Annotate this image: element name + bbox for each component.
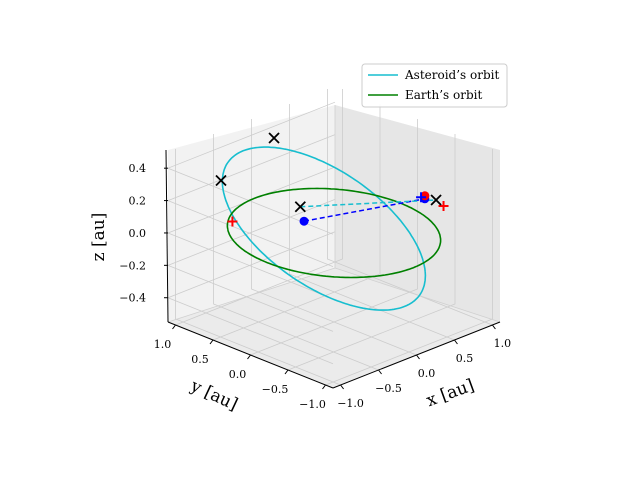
x-marker-3 — [430, 194, 442, 206]
y-tick-label-0: 1.0 — [154, 338, 172, 351]
legend-box — [361, 63, 508, 108]
x-tick-mark-0 — [340, 384, 344, 390]
z-tick-label-0: 0.4 — [129, 162, 147, 175]
grid-line-y-1 — [287, 134, 456, 371]
y-tick-mark-3 — [284, 369, 289, 375]
z-tick-label-4: −0.4 — [119, 292, 146, 305]
legend: Asteroid’s orbit Earth’s orbit — [361, 63, 508, 108]
plus-marker-2 — [438, 201, 449, 212]
y-tick-mark-1 — [209, 339, 214, 345]
grid-line-x-2 — [251, 119, 417, 356]
grid-line-x-4 — [327, 89, 493, 326]
y-tick-label-3: −0.5 — [262, 383, 289, 396]
x-marker-2 — [294, 201, 306, 213]
tick-marks — [164, 167, 496, 390]
grid-lines — [166, 89, 493, 386]
grid-line-y-4 — [175, 89, 343, 326]
plus-marker-0 — [227, 216, 238, 227]
x-tick-label-2: 0.0 — [418, 367, 436, 380]
plus-marker-1 — [416, 192, 427, 203]
legend-label-earth: Earth’s orbit — [405, 88, 482, 102]
y-tick-label-4: −1.0 — [299, 398, 326, 411]
grid-line-y-2 — [250, 119, 418, 356]
y-tick-label-2: 0.0 — [229, 368, 247, 381]
y-axis-label: y [au] — [187, 376, 241, 415]
z-tick-label-3: −0.2 — [119, 259, 146, 272]
dashed-line-0 — [303, 198, 425, 222]
x-tick-mark-3 — [454, 339, 458, 345]
grid-line-x-0 — [175, 149, 341, 386]
z-axis-line — [165, 149, 169, 323]
x-tick-mark-2 — [416, 354, 420, 360]
data-layer — [215, 132, 449, 311]
z-tick-label-2: 0.0 — [129, 227, 147, 240]
x-tick-label-3: 0.5 — [456, 352, 474, 365]
tick-labels: −1.0 1.0 −0.5 0.5 0.0 0.0 0.5 −0.5 1.0 −1.0 0.4 0.2… — [119, 162, 511, 411]
x-axis-label: x [au] — [424, 375, 477, 411]
orbit-line-earth — [226, 187, 442, 279]
legend-label-asteroid: Asteroid’s orbit — [404, 68, 499, 82]
grid-line-y-0 — [325, 149, 493, 386]
x-tick-label-0: −1.0 — [337, 397, 364, 410]
y-tick-label-1: 0.5 — [191, 353, 209, 366]
y-tick-mark-0 — [172, 324, 176, 330]
x-marker-1 — [268, 132, 280, 144]
grid-line-x-1 — [213, 134, 379, 371]
x-tick-label-4: 1.0 — [494, 337, 512, 350]
dashed-line-1 — [300, 199, 437, 208]
orbit-line-asteroid — [221, 146, 427, 311]
z-axis-label: z [au] — [89, 213, 109, 262]
point-marker-0 — [299, 216, 309, 226]
y-tick-mark-2 — [247, 354, 251, 360]
y-tick-mark-4 — [322, 384, 326, 390]
x-marker-0 — [215, 174, 227, 187]
grid-line-y-3 — [212, 104, 381, 341]
x-tick-mark-1 — [378, 369, 382, 375]
x-tick-label-1: −0.5 — [375, 382, 402, 395]
z-tick-label-1: 0.2 — [129, 195, 147, 208]
x-tick-mark-4 — [492, 324, 496, 330]
grid-line-x-3 — [289, 104, 455, 341]
